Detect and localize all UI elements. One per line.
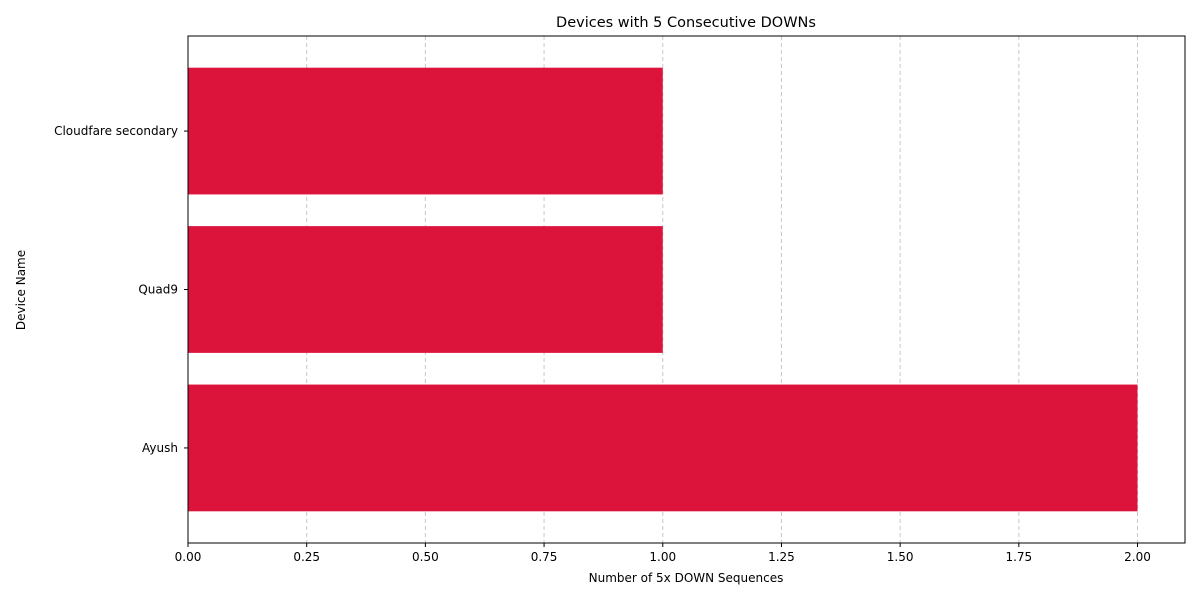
x-tick-label: 1.25: [768, 550, 795, 564]
y-axis-label: Device Name: [14, 250, 28, 330]
x-tick-label: 0.25: [293, 550, 320, 564]
x-tick-label: 0.00: [175, 550, 202, 564]
bar-quad9: [188, 226, 663, 353]
bar-cloudfare-secondary: [188, 67, 663, 195]
x-tick-label: 0.50: [412, 550, 439, 564]
y-tick-label: Cloudfare secondary: [54, 124, 178, 138]
x-tick-label: 2.00: [1124, 550, 1151, 564]
y-axis-ticks: Ayush Quad9 Cloudfare secondary: [54, 124, 188, 455]
y-tick-label: Quad9: [138, 283, 178, 297]
x-tick-label: 1.00: [649, 550, 676, 564]
x-tick-label: 1.75: [1005, 550, 1032, 564]
x-tick-label: 1.50: [887, 550, 914, 564]
x-tick-label: 0.75: [531, 550, 558, 564]
chart-title: Devices with 5 Consecutive DOWNs: [556, 15, 816, 31]
x-axis-ticks: 0.00 0.25 0.50 0.75 1.00 1.25 1.50 1.75 2.00: [175, 543, 1151, 564]
bar-ayush: [188, 384, 1138, 512]
bars: [188, 67, 1138, 512]
x-axis-label: Number of 5x DOWN Sequences: [589, 571, 784, 585]
y-tick-label: Ayush: [142, 441, 178, 455]
